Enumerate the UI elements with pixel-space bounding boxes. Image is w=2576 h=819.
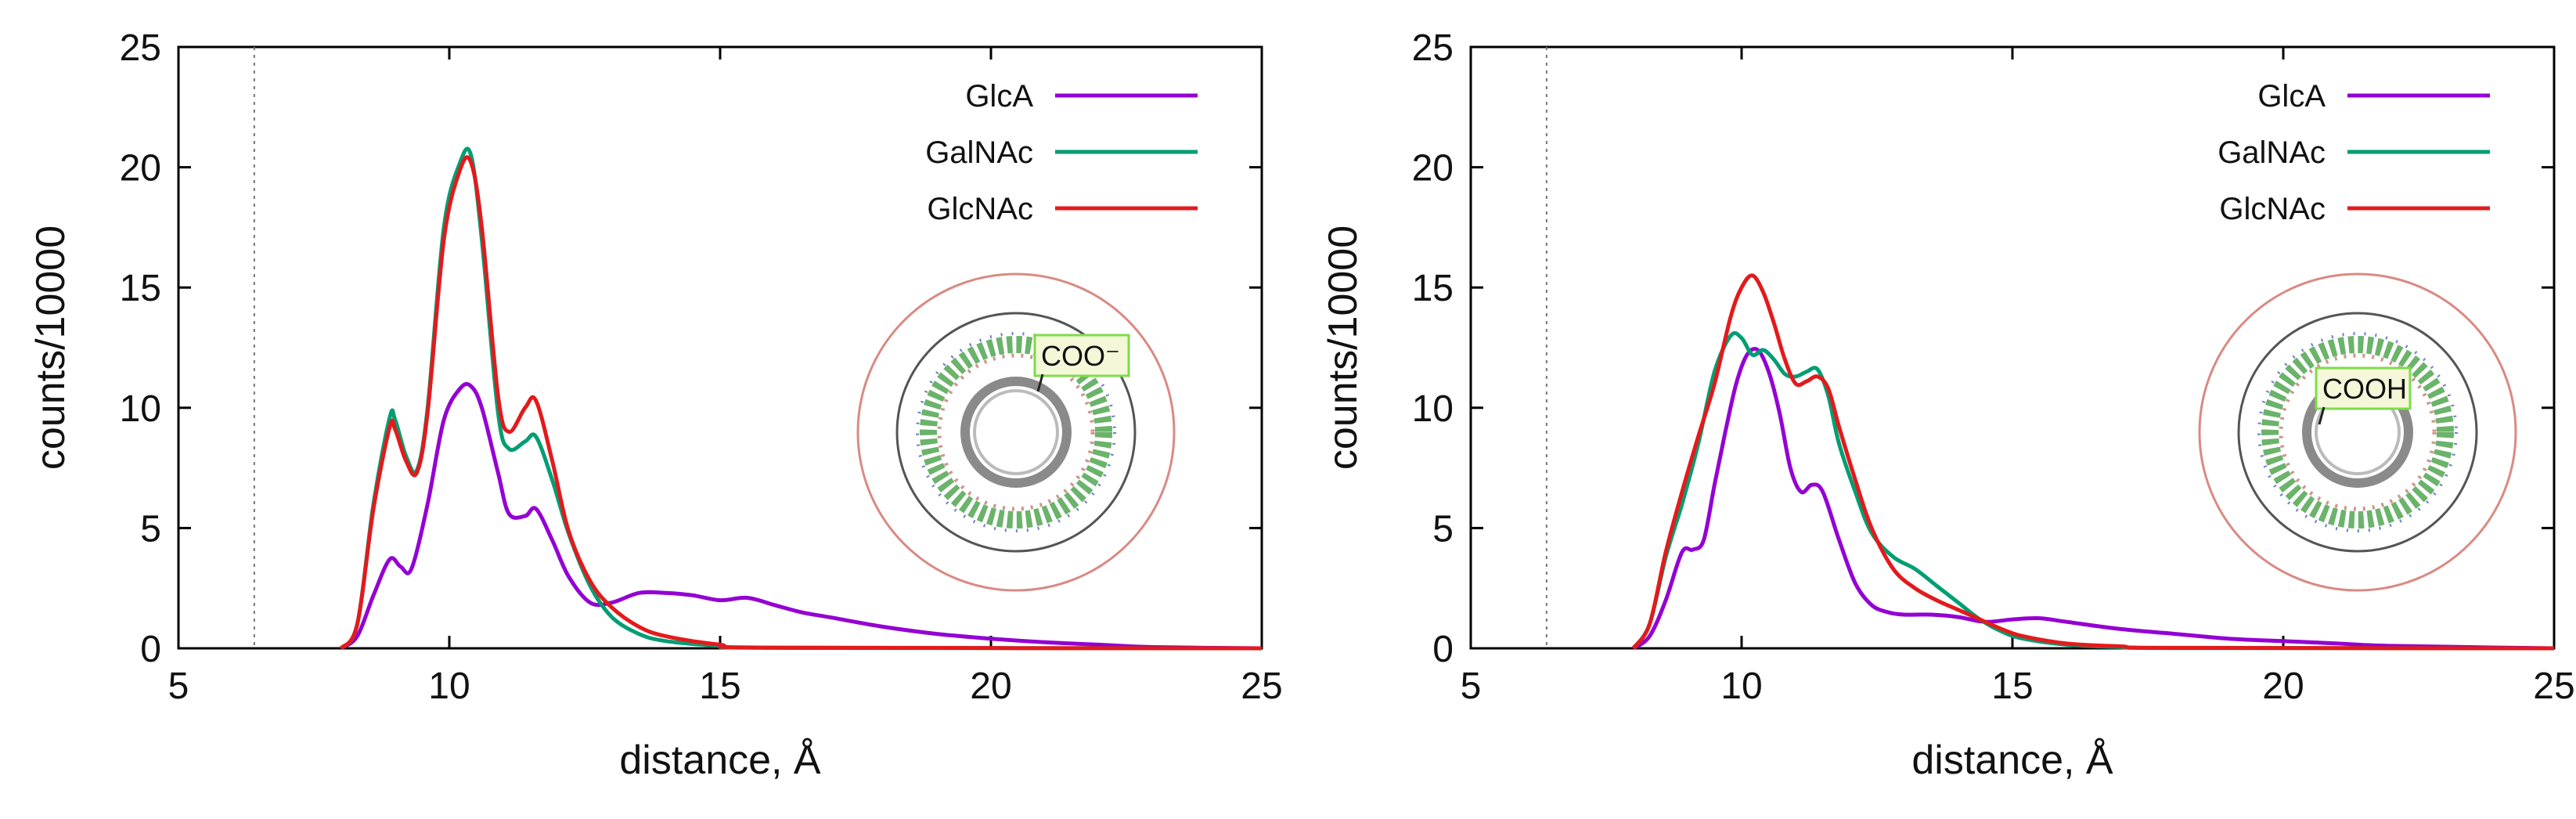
x-tick-label: 10: [428, 666, 470, 707]
x-tick-label: 20: [2262, 666, 2304, 707]
series-line-galnac: [339, 146, 1263, 651]
y-tick-label: 20: [120, 148, 161, 189]
inset-molecule-ring: [2261, 336, 2454, 529]
y-tick-label: 15: [1412, 268, 1454, 309]
inset-molecule-atoms: [937, 353, 1095, 511]
inset-molecule-atoms-outer: [916, 332, 1116, 532]
inset-tube-wall: [960, 377, 1072, 488]
y-tick-label: 5: [140, 508, 161, 550]
inset-label-box: [2315, 366, 2412, 410]
y-tick-label: 0: [1432, 629, 1454, 670]
x-tick-label: 5: [168, 666, 189, 707]
legend-label-glcnac: GlcNAc: [927, 192, 1033, 226]
series-line-glca: [1632, 347, 2555, 651]
x-tick-label: 20: [970, 666, 1011, 707]
inset-label-box: [1033, 334, 1130, 377]
x-tick-label: 5: [1461, 666, 1482, 707]
inset-pointer: [2318, 406, 2326, 425]
series-line-glcnac: [339, 155, 1263, 651]
y-tick-label: 20: [1412, 148, 1454, 189]
inset-diagram: COOH: [2198, 272, 2517, 592]
inset-label: COOH: [2322, 373, 2407, 405]
inset-molecule-ring: [920, 336, 1112, 529]
inset-outer-circle: [2198, 272, 2517, 592]
x-tick-label: 25: [1241, 666, 1282, 707]
y-tick-label: 0: [140, 629, 161, 670]
x-tick-label: 15: [699, 666, 740, 707]
inset-middle-circle: [895, 312, 1137, 553]
y-axis-label: counts/10000: [1320, 225, 1366, 470]
legend-label-glca: GlcA: [2257, 79, 2326, 114]
y-tick-label: 5: [1432, 508, 1454, 550]
x-tick-label: 15: [1991, 666, 2033, 707]
inset-label: COO⁻: [1041, 340, 1120, 372]
inset-middle-circle: [2237, 312, 2478, 553]
y-tick-label: 10: [120, 388, 161, 430]
inset-tube-inner: [973, 389, 1059, 475]
series-line-glcnac: [1631, 273, 2555, 651]
inset-pointer: [1036, 373, 1044, 392]
x-tick-label: 25: [2533, 666, 2574, 707]
y-axis-label: counts/10000: [28, 225, 74, 470]
x-axis-label: distance, Å: [619, 738, 821, 783]
legend-label-galnac: GalNAc: [2218, 135, 2326, 170]
inset-outer-circle: [856, 272, 1176, 592]
legend-label-glcnac: GlcNAc: [2219, 192, 2326, 226]
series-line-glca: [340, 381, 1263, 651]
inset-diagram: COO⁻: [856, 272, 1176, 592]
x-axis-label: distance, Å: [1911, 738, 2113, 783]
y-tick-label: 10: [1412, 388, 1454, 430]
legend-label-galnac: GalNAc: [925, 135, 1033, 170]
y-tick-label: 25: [1412, 27, 1454, 69]
legend-label-glca: GlcA: [965, 79, 1033, 114]
inset-molecule-atoms: [2279, 353, 2437, 511]
x-tick-label: 10: [1720, 666, 1762, 707]
inset-molecule-atoms-outer: [2257, 332, 2458, 532]
y-tick-label: 15: [120, 268, 161, 309]
y-tick-label: 25: [120, 27, 161, 69]
